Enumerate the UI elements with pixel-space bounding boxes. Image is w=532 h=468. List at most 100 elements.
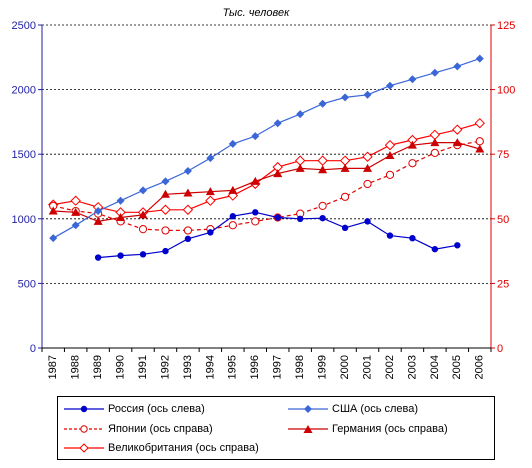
data-point: [138, 225, 148, 234]
data-point: [251, 132, 260, 141]
data-point: [251, 217, 260, 226]
series-layer: [48, 54, 485, 261]
x-tick-label: 1993: [182, 355, 194, 379]
data-point: [408, 75, 417, 84]
x-tick-label: 1991: [137, 355, 149, 379]
data-point: [474, 117, 485, 129]
data-point: [94, 207, 103, 216]
data-point: [475, 137, 484, 146]
data-point: [475, 54, 484, 63]
x-tick-label: 2003: [406, 355, 418, 379]
y-left-tick-label: 1000: [12, 214, 36, 226]
legend-label-russia: Россия (ось слева): [108, 403, 205, 415]
data-point: [205, 187, 215, 196]
data-point: [48, 206, 58, 215]
series-line: [52, 58, 480, 239]
x-tick-label: 2002: [384, 355, 396, 379]
y-left-tick-label: 2000: [12, 85, 36, 97]
data-point: [183, 226, 193, 235]
data-point: [160, 189, 170, 198]
y-right-tick-label: 75: [497, 149, 509, 161]
data-point: [273, 169, 283, 178]
y-left-tick-label: 1500: [12, 149, 36, 161]
data-point: [93, 216, 103, 225]
data-point: [228, 221, 237, 230]
x-tick-label: 1989: [92, 355, 104, 379]
y-right-tick-label: 50: [497, 214, 509, 226]
data-point: [117, 252, 124, 259]
data-point: [205, 195, 216, 206]
data-point: [229, 213, 237, 220]
data-point: [71, 207, 81, 216]
data-point: [340, 192, 350, 201]
legend-item-germany: Германия (ось справа): [288, 423, 448, 435]
legend-swatch-russia: [64, 405, 104, 413]
data-point: [160, 204, 171, 215]
data-point: [430, 68, 439, 77]
data-point: [139, 251, 147, 258]
legend-label-germany: Германия (ось справа): [332, 423, 448, 435]
chart-unit-title: Тыс. человек: [223, 7, 290, 19]
legend-label-usa: США (ось слева): [332, 403, 419, 415]
data-point: [318, 201, 327, 210]
data-point: [49, 234, 58, 243]
data-point: [385, 81, 394, 90]
data-point: [250, 176, 260, 185]
data-point: [116, 196, 125, 205]
y-right-tick-label: 125: [497, 20, 515, 32]
x-tick-label: 1995: [227, 355, 239, 379]
data-point: [364, 218, 371, 225]
data-point: [339, 155, 351, 166]
data-point: [429, 129, 441, 141]
data-point: [116, 213, 126, 222]
data-point: [452, 138, 462, 147]
x-tick-label: 1996: [249, 355, 261, 379]
legend: Россия (ось слева) США (ось слева) Япони…: [57, 396, 495, 460]
data-point: [384, 139, 396, 151]
data-point: [362, 151, 373, 162]
data-point: [252, 209, 259, 216]
data-point: [138, 210, 148, 219]
x-tick-label: 1999: [317, 355, 329, 379]
data-point: [294, 155, 306, 166]
legend-item-japan: Японии (ось справа): [64, 423, 213, 435]
data-point: [274, 214, 281, 221]
data-point: [71, 221, 80, 230]
series-4: [48, 117, 485, 218]
x-tick-label: 2005: [451, 355, 463, 379]
data-point: [183, 188, 193, 197]
data-point: [317, 155, 328, 166]
y-left-tick-label: 500: [18, 278, 36, 290]
series-1: [49, 54, 484, 243]
data-point: [453, 62, 462, 71]
x-tick-label: 2006: [474, 355, 486, 379]
data-point: [184, 235, 192, 243]
y-right-tick-label: 25: [497, 278, 509, 290]
legend-item-russia: Россия (ось слева): [64, 403, 205, 415]
data-point: [340, 163, 350, 172]
x-tick-label: 2000: [339, 355, 351, 379]
data-point: [363, 90, 372, 99]
data-point: [430, 148, 439, 158]
data-point: [70, 195, 81, 206]
data-point: [161, 226, 170, 235]
data-point: [363, 179, 372, 189]
data-point: [296, 110, 305, 119]
data-point: [454, 242, 461, 249]
series-2: [49, 137, 484, 235]
gridlines: [42, 24, 491, 284]
data-point: [407, 140, 417, 149]
data-point: [319, 214, 326, 222]
data-point: [409, 234, 416, 242]
x-tick-label: 1990: [114, 355, 126, 379]
data-point: [228, 185, 238, 194]
data-point: [341, 224, 349, 232]
y-left-tick-label: 2500: [12, 20, 36, 32]
data-point: [431, 245, 439, 253]
x-tick-label: 1994: [204, 355, 216, 379]
data-point: [475, 144, 485, 153]
axes: 0 500 1000 1500 2000 2500 0 25 50 75 100 125 1987 198…: [12, 20, 516, 379]
legend-item-uk: Великобритания (ось справа): [64, 442, 259, 454]
legend-label-japan: Японии (ось справа): [108, 423, 213, 435]
data-point: [295, 163, 305, 172]
